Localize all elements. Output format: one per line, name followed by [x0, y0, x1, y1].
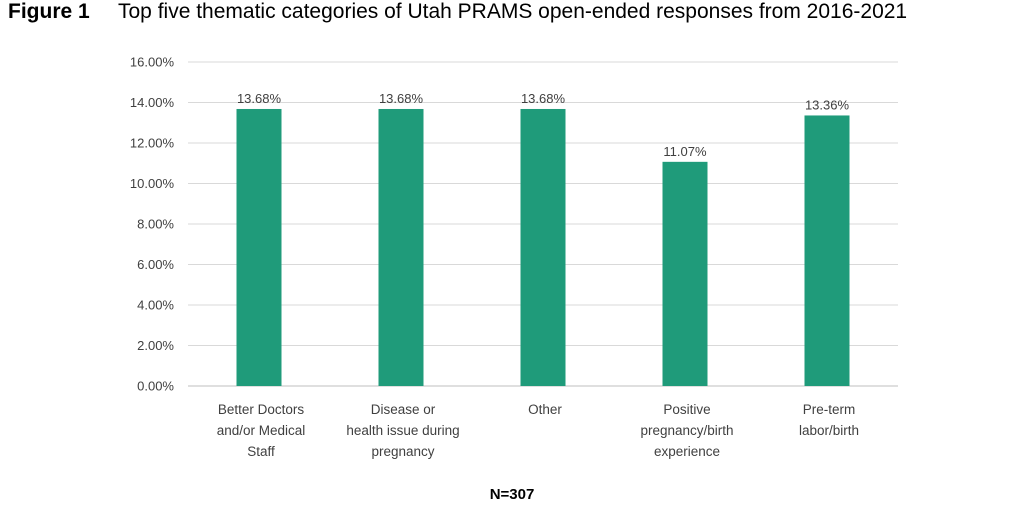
y-tick-label: 0.00%: [137, 379, 174, 394]
y-tick-label: 8.00%: [137, 217, 174, 232]
y-tick-label: 12.00%: [130, 136, 175, 151]
sample-size-note: N=307: [489, 486, 535, 503]
data-label: 13.68%: [521, 91, 566, 106]
y-tick-label: 2.00%: [137, 338, 174, 353]
bar: [236, 108, 282, 386]
y-tick-label: 4.00%: [137, 298, 174, 313]
data-label: 13.68%: [379, 91, 424, 106]
bar: [804, 115, 850, 387]
chart-title: Top five thematic categories of Utah PRA…: [118, 0, 908, 23]
category-label: Disease or health issue during pregnancy: [346, 402, 459, 459]
category-label: Better Doctors and/or Medical Staff: [217, 402, 306, 459]
bar: [378, 108, 424, 386]
bar: [662, 161, 708, 386]
y-tick-label: 14.00%: [130, 95, 175, 110]
category-label: Other: [528, 402, 562, 417]
data-label: 13.36%: [805, 97, 850, 112]
data-label: 13.68%: [237, 91, 282, 106]
y-tick-label: 6.00%: [137, 257, 174, 272]
y-tick-label: 10.00%: [130, 176, 175, 191]
y-tick-label: 16.00%: [130, 55, 175, 70]
category-label: Positive pregnancy/birth experience: [640, 402, 733, 459]
bar: [520, 108, 566, 386]
category-label: Pre-term labor/birth: [799, 402, 859, 438]
data-label: 11.07%: [663, 144, 707, 159]
figure-label: Figure 1: [8, 0, 90, 23]
